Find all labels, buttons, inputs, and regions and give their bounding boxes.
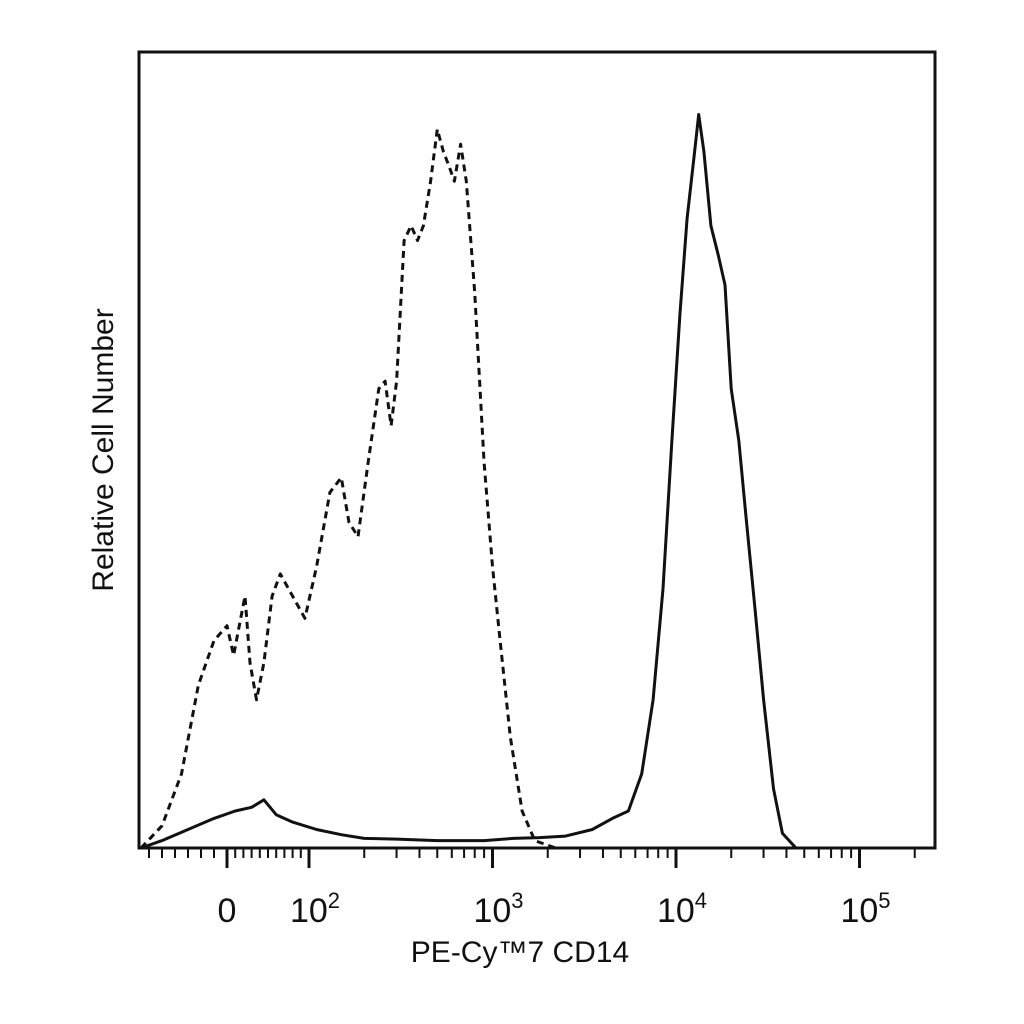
minor-ticks (148, 848, 916, 858)
x-tick-label: 104 (657, 888, 707, 930)
y-axis-title: Relative Cell Number (87, 308, 120, 591)
plot-frame (137, 50, 937, 850)
x-tick-label: 102 (290, 888, 340, 930)
x-tick-label: 103 (473, 888, 523, 930)
x-tick-label: 105 (840, 888, 890, 930)
series-solid-line (140, 113, 915, 850)
major-ticks (225, 848, 861, 868)
tick-labels: 0 102 103 104 105 (218, 888, 891, 930)
x-tick-label: 0 (218, 892, 237, 930)
x-axis-title: PE-Cy™7 CD14 (411, 936, 629, 969)
series-group (139, 113, 915, 850)
series-dashed-line (139, 127, 915, 850)
